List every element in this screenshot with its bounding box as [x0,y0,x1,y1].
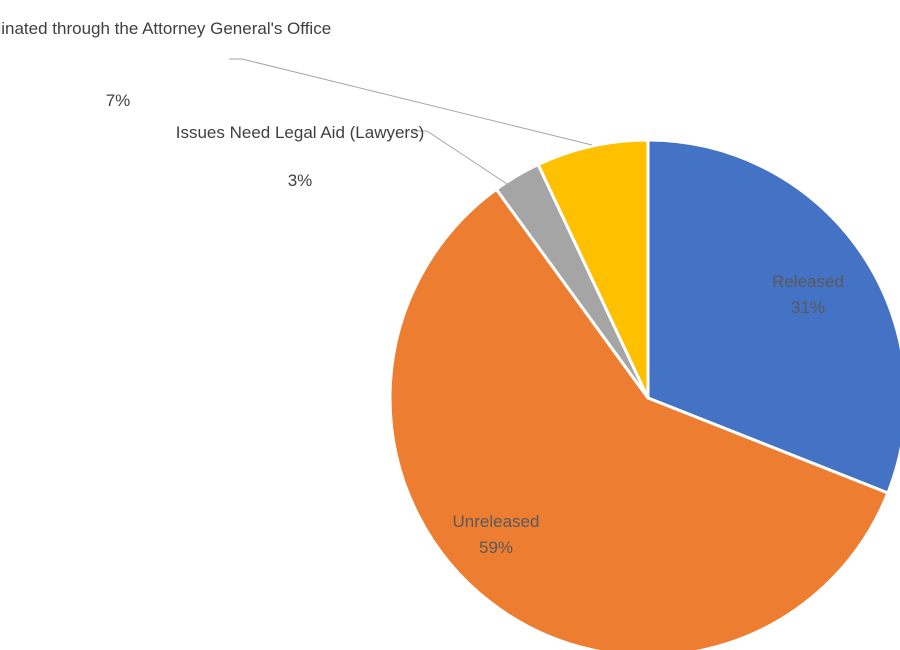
slice-released [646,138,900,495]
data-label-unreleased: Unreleased 59% [453,512,540,557]
percent-label: 3% [288,171,313,190]
leader-line [229,58,593,146]
category-label: Unreleased [453,512,540,531]
slice-unreleased [388,187,890,650]
category-label: Issues Need Legal Aid (Lawyers) [176,123,425,142]
data-label-issues-need-legal-aid-lawyers: Issues Need Legal Aid (Lawyers) 3% [176,123,511,190]
percent-label: 7% [106,91,131,110]
data-label-issues-coordinated-through-the-attorney-general-s-office: Issues coordinated through the Attorney … [0,19,593,146]
percent-label: 59% [479,538,513,557]
category-label: Released [772,272,844,291]
slice-issues-coordinated-through-the-attorney-general-s-office [536,138,650,400]
leader-line [414,130,511,187]
percent-label: 31% [791,298,825,317]
category-label: Issues coordinated through the Attorney … [0,19,331,38]
data-label-released: Released 31% [772,272,844,317]
